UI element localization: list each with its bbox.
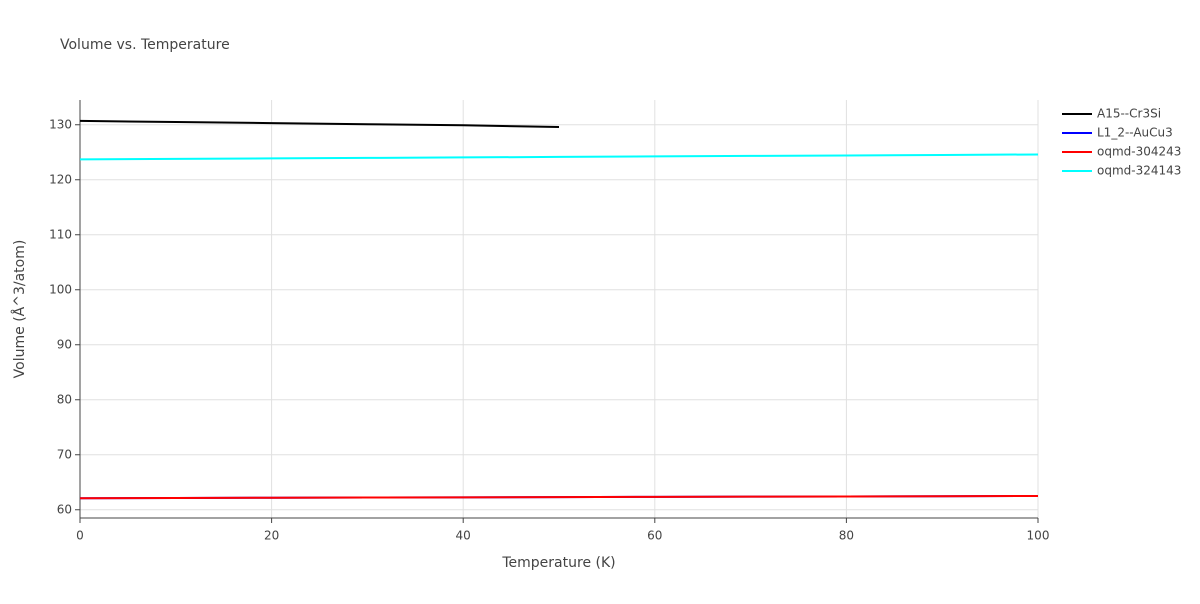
legend-label: A15--Cr3Si: [1097, 107, 1161, 121]
legend-label: oqmd-304243: [1097, 145, 1181, 159]
y-tick-label: 100: [49, 282, 72, 296]
legend-label: L1_2--AuCu3: [1097, 126, 1173, 140]
x-tick-label: 40: [456, 529, 471, 543]
y-tick-label: 130: [49, 117, 72, 131]
x-tick-label: 60: [647, 529, 662, 543]
series-line: [79, 495, 1039, 500]
series-line: [79, 119, 560, 128]
x-tick-label: 100: [1027, 529, 1050, 543]
y-tick-label: 120: [49, 172, 72, 186]
y-axis-label: Volume (Å^3/atom): [11, 240, 28, 379]
y-tick-label: 90: [57, 337, 72, 351]
y-tick-label: 80: [57, 392, 72, 406]
x-tick-label: 20: [264, 529, 279, 543]
x-tick-label: 80: [839, 529, 854, 543]
x-axis-label: Temperature (K): [501, 555, 615, 571]
y-tick-label: 110: [49, 227, 72, 241]
y-tick-label: 60: [57, 502, 72, 516]
y-tick-label: 70: [57, 447, 72, 461]
x-tick-label: 0: [76, 529, 84, 543]
chart-title: Volume vs. Temperature: [60, 37, 230, 53]
series-line: [79, 153, 1039, 161]
legend-label: oqmd-324143: [1097, 164, 1181, 178]
